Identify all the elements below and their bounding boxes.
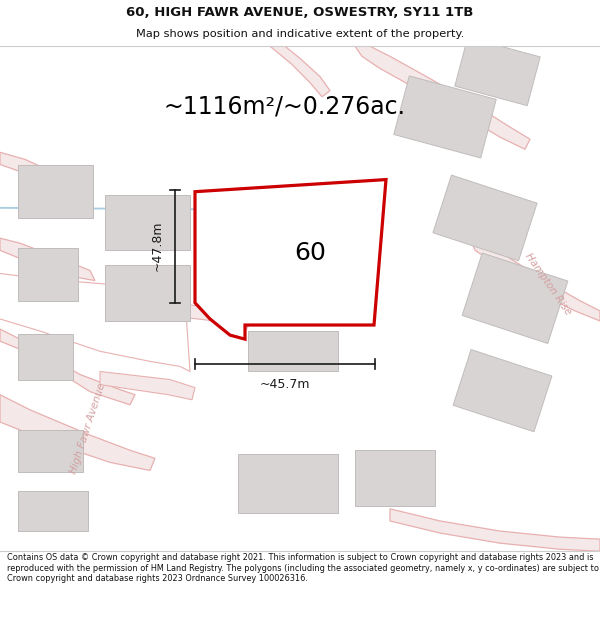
Polygon shape: [18, 248, 78, 301]
Polygon shape: [180, 304, 252, 331]
Polygon shape: [355, 46, 530, 149]
Text: Contains OS data © Crown copyright and database right 2021. This information is : Contains OS data © Crown copyright and d…: [7, 554, 599, 583]
Polygon shape: [105, 195, 190, 250]
Polygon shape: [433, 175, 537, 261]
Polygon shape: [18, 430, 83, 472]
Polygon shape: [0, 152, 80, 196]
Polygon shape: [195, 179, 386, 339]
Text: 60, HIGH FAWR AVENUE, OSWESTRY, SY11 1TB: 60, HIGH FAWR AVENUE, OSWESTRY, SY11 1TB: [127, 6, 473, 19]
Text: ~47.8m: ~47.8m: [151, 221, 163, 271]
Polygon shape: [390, 509, 600, 551]
Polygon shape: [394, 76, 496, 158]
Polygon shape: [248, 331, 338, 371]
Polygon shape: [453, 349, 552, 432]
Polygon shape: [470, 238, 600, 321]
Polygon shape: [462, 253, 568, 344]
Text: Hampton Rise: Hampton Rise: [523, 251, 573, 316]
Polygon shape: [238, 454, 338, 513]
Text: Map shows position and indicative extent of the property.: Map shows position and indicative extent…: [136, 29, 464, 39]
Polygon shape: [455, 38, 540, 106]
Polygon shape: [18, 334, 73, 379]
Polygon shape: [0, 395, 155, 471]
Polygon shape: [0, 329, 135, 405]
Polygon shape: [355, 450, 435, 506]
Polygon shape: [100, 371, 195, 400]
Polygon shape: [270, 46, 330, 97]
Text: High Fawr Avenue: High Fawr Avenue: [68, 381, 107, 474]
Polygon shape: [105, 266, 190, 321]
Text: ~45.7m: ~45.7m: [260, 378, 310, 391]
Polygon shape: [0, 238, 95, 281]
Text: ~1116m²/~0.276ac.: ~1116m²/~0.276ac.: [164, 95, 406, 119]
Text: 60: 60: [294, 241, 326, 265]
Polygon shape: [248, 248, 338, 319]
Polygon shape: [18, 491, 88, 531]
Polygon shape: [18, 166, 93, 218]
